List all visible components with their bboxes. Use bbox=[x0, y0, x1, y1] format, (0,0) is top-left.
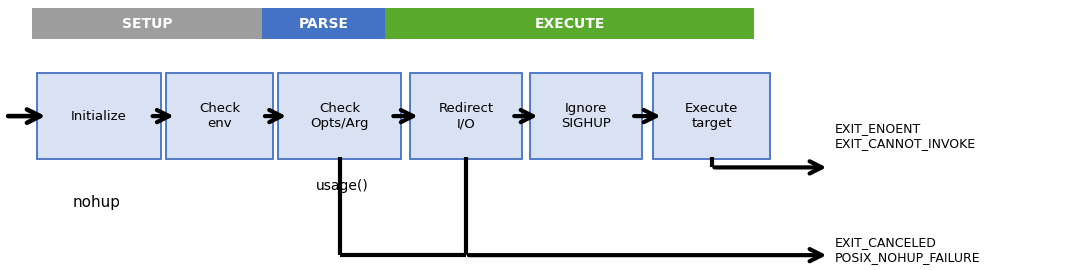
Text: Ignore
SIGHUP: Ignore SIGHUP bbox=[561, 102, 611, 130]
Bar bbox=[385, 8, 754, 39]
Bar bbox=[32, 8, 262, 39]
FancyBboxPatch shape bbox=[410, 73, 522, 159]
Text: EXIT_CANCELED
POSIX_NOHUP_FAILURE: EXIT_CANCELED POSIX_NOHUP_FAILURE bbox=[835, 236, 980, 264]
FancyBboxPatch shape bbox=[653, 73, 770, 159]
Text: Check
Opts/Arg: Check Opts/Arg bbox=[310, 102, 369, 130]
Text: nohup: nohup bbox=[73, 195, 120, 210]
Text: EXECUTE: EXECUTE bbox=[535, 17, 605, 31]
Text: Execute
target: Execute target bbox=[685, 102, 738, 130]
Text: Redirect
I/O: Redirect I/O bbox=[439, 102, 493, 130]
Text: SETUP: SETUP bbox=[122, 17, 172, 31]
FancyBboxPatch shape bbox=[530, 73, 642, 159]
FancyBboxPatch shape bbox=[37, 73, 160, 159]
Text: usage(): usage() bbox=[316, 179, 368, 193]
Text: Check
env: Check env bbox=[199, 102, 240, 130]
Text: EXIT_ENOENT
EXIT_CANNOT_INVOKE: EXIT_ENOENT EXIT_CANNOT_INVOKE bbox=[835, 122, 976, 150]
Text: Initialize: Initialize bbox=[71, 110, 127, 123]
Text: PARSE: PARSE bbox=[299, 17, 349, 31]
FancyBboxPatch shape bbox=[278, 73, 401, 159]
FancyBboxPatch shape bbox=[166, 73, 273, 159]
Bar bbox=[262, 8, 385, 39]
